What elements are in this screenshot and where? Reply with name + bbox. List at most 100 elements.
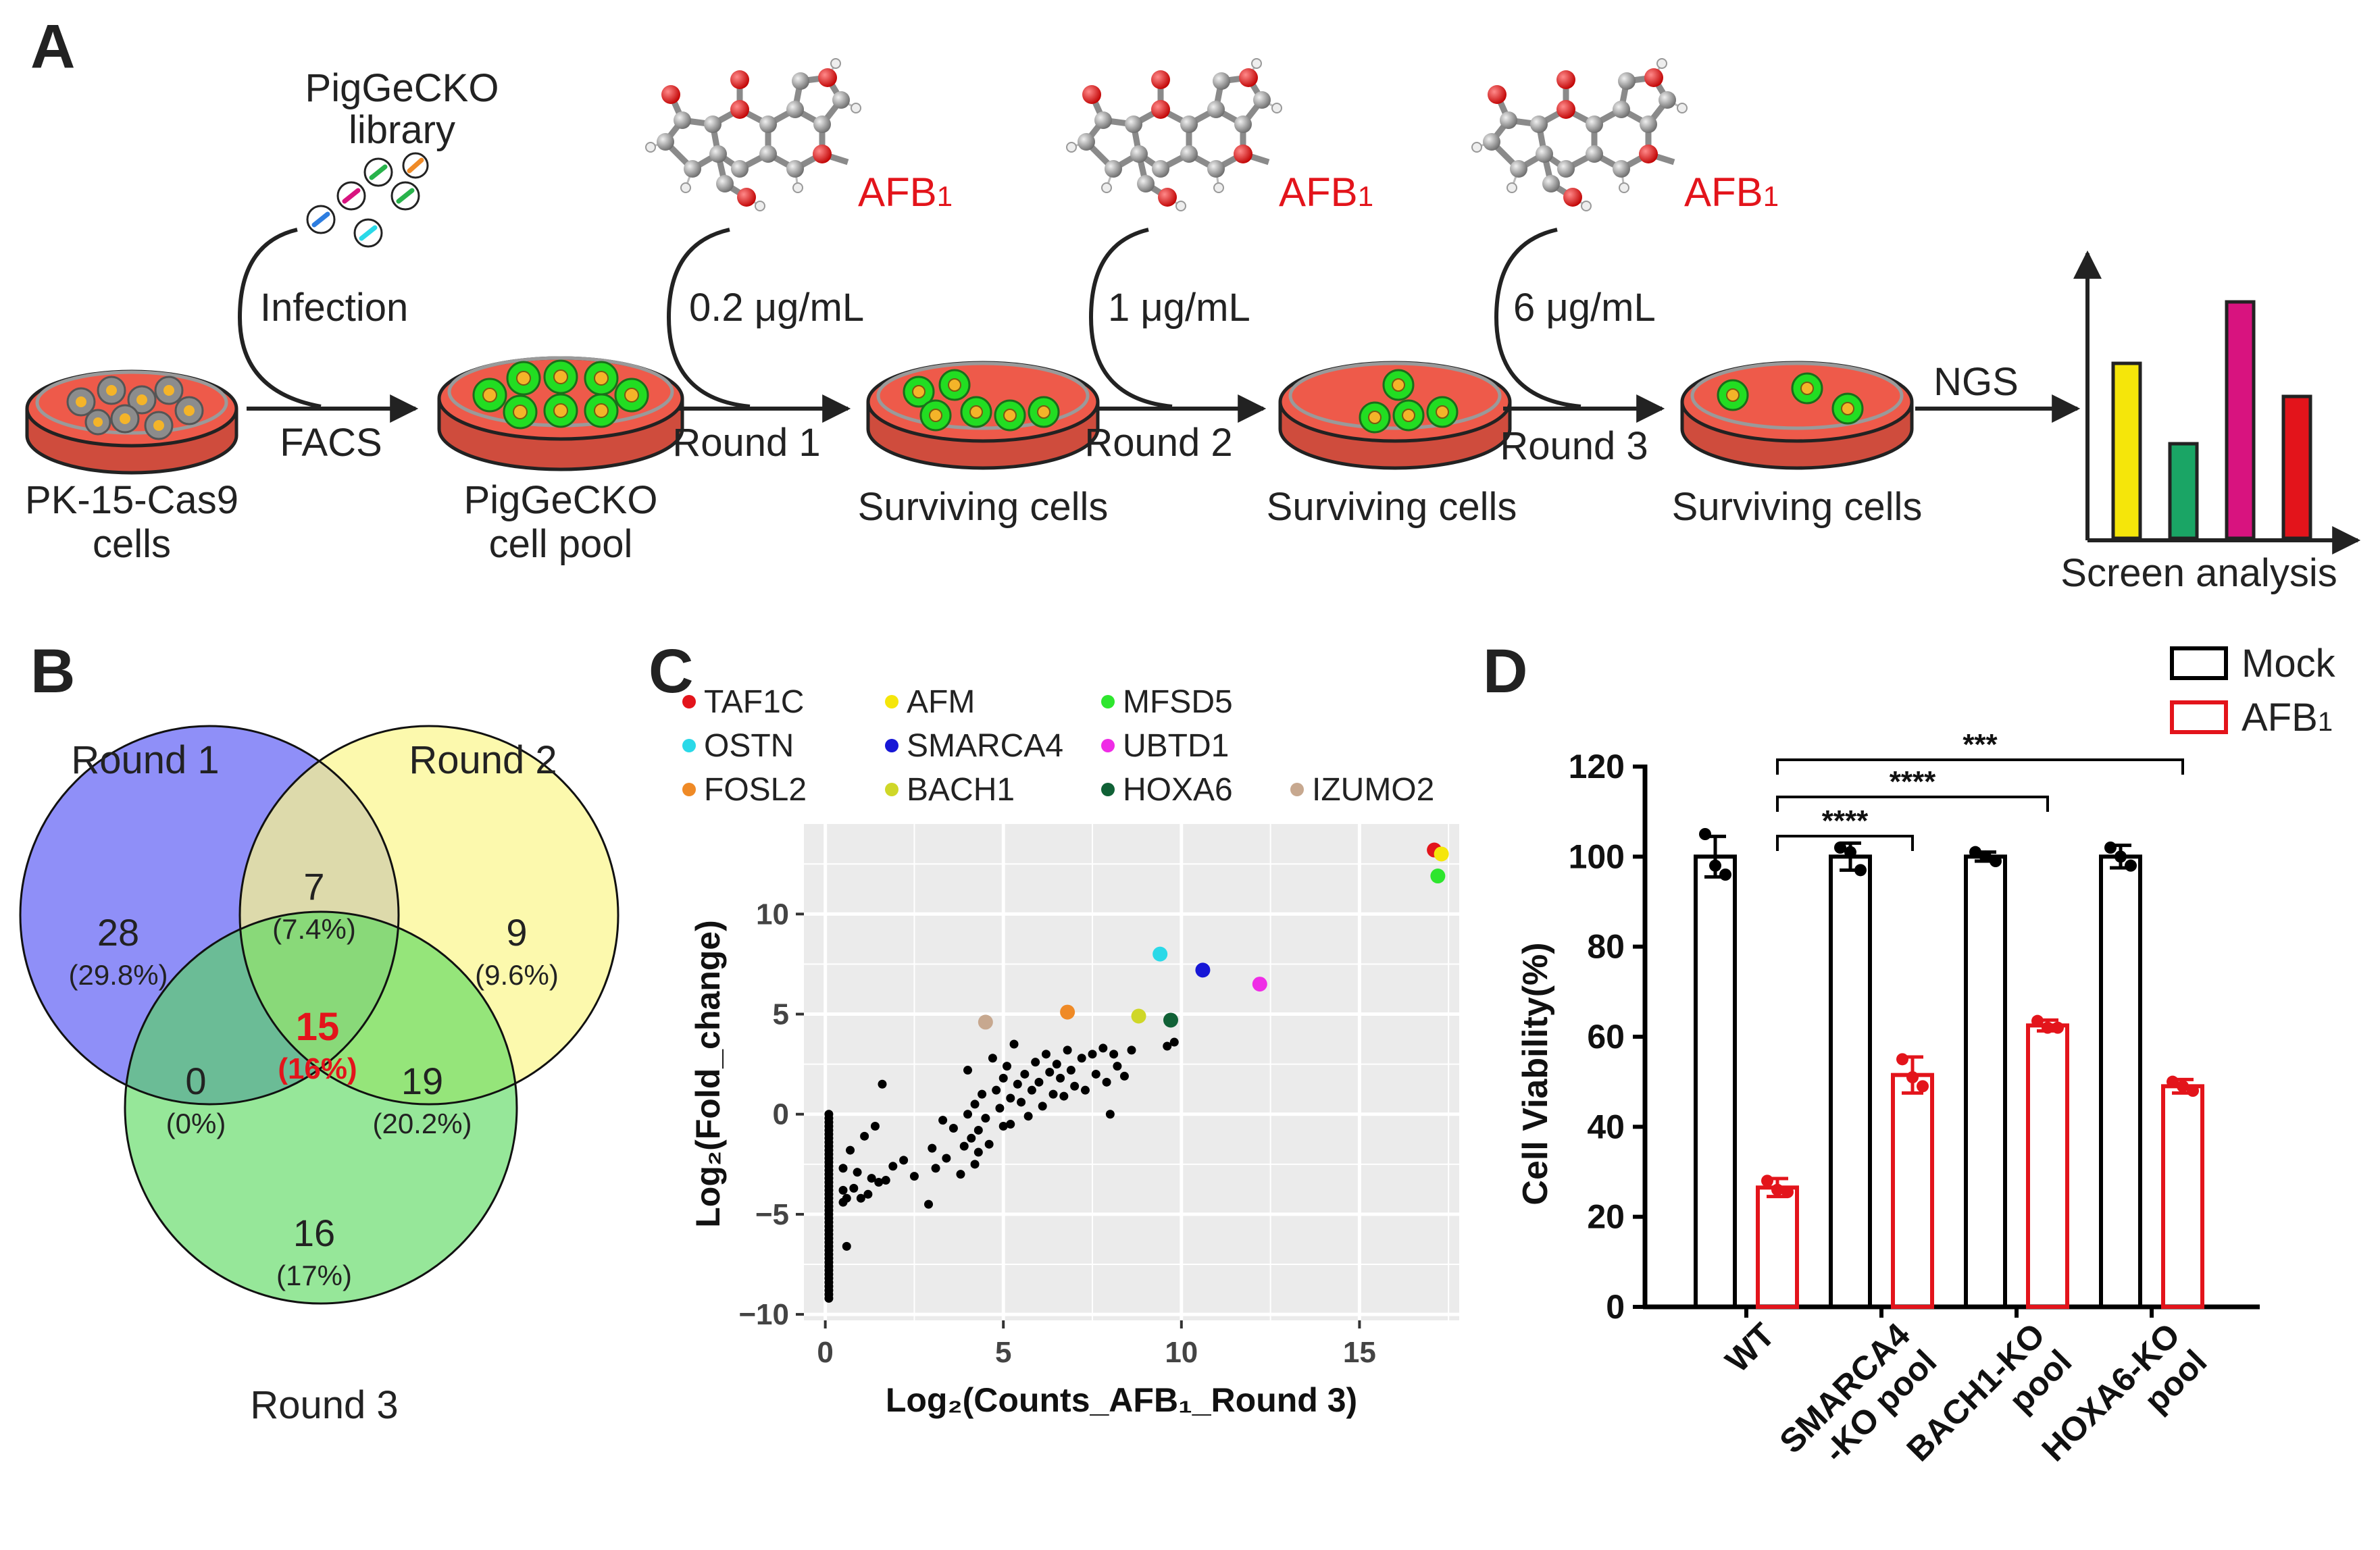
legend-label-bach1: BACH1 [907, 772, 1015, 808]
scatter-point [924, 1199, 934, 1209]
scatter-point [878, 1079, 887, 1089]
significance-label: *** [1963, 728, 1998, 761]
legend-swatch-mock [2170, 646, 2228, 680]
legend-dot-taf1c [682, 695, 696, 708]
scatter-point [1041, 1050, 1050, 1059]
scatter-point [881, 1176, 890, 1185]
scatter-point [1113, 1062, 1122, 1071]
y-tick-label: −10 [738, 1298, 789, 1331]
scatter-point [998, 1073, 1008, 1083]
surviving-label-2: Surviving cells [1267, 485, 1517, 529]
round-3-label: Round 3 [1500, 424, 1648, 468]
data-point [1990, 855, 2002, 867]
scatter-point [1063, 1045, 1072, 1055]
scatter-point-ubtd1 [1252, 977, 1267, 992]
scatter-point-afm [1434, 846, 1449, 862]
data-point [2115, 850, 2127, 863]
significance-label: **** [1890, 765, 1936, 798]
scatter-point [1020, 1069, 1030, 1079]
significance-bracket [1776, 835, 1914, 851]
scatter-point [973, 1125, 983, 1135]
bar-y-tick-label: 0 [1606, 1288, 1625, 1326]
scatter-point-bach1 [1131, 1008, 1146, 1024]
significance-bracket [1776, 796, 2049, 812]
scatter-point-izumo2 [978, 1014, 993, 1030]
bar-category-label: BACH1-KOpool [1900, 1316, 2079, 1495]
venn-r1-r2-pct: (7.4%) [272, 913, 356, 945]
scatter-point-ostn [1153, 946, 1168, 962]
data-point [1719, 869, 1731, 881]
scatter-point [1080, 1085, 1090, 1095]
scatter-point [1109, 1050, 1119, 1059]
scatter-point [1098, 1043, 1108, 1053]
panel-label-c: C [649, 637, 693, 706]
bar-afb1-2 [1891, 1073, 1934, 1309]
data-point [1854, 864, 1867, 877]
scatter-point [1059, 1091, 1069, 1101]
infection-curve [237, 228, 322, 409]
data-point [1844, 846, 1856, 858]
scatter-point [899, 1156, 909, 1165]
scatter-point [1009, 1039, 1019, 1049]
legend-label-izumo2: IZUMO2 [1312, 772, 1434, 808]
scatter-point [1048, 1089, 1058, 1099]
legend-label-hoxa6: HOXA6 [1123, 772, 1233, 808]
dish-surviving-1 [866, 361, 1100, 470]
afb1-molecule-icon-3 [1472, 59, 1687, 211]
data-point [1771, 1183, 1783, 1196]
scatter-points [824, 842, 1449, 1303]
start-cells-label-1: PK-15-Cas9 [25, 478, 238, 522]
data-point [1761, 1174, 1773, 1187]
afb1-molecule-icon [646, 59, 861, 211]
data-point [2125, 859, 2137, 872]
bar-y-tick-label: 40 [1587, 1108, 1625, 1145]
scatter-point [1031, 1058, 1040, 1067]
legend-dot-hoxa6 [1101, 783, 1115, 796]
panel-c-scatter: C TAF1C AFM MFSD5 OSTN SMARCA4 UBTD1 FOSL2 BACH… [649, 637, 1459, 1419]
bar-mock-4 [2099, 854, 2142, 1310]
scatter-point [1077, 1054, 1086, 1063]
panel-label-a: A [30, 12, 75, 81]
bar-afb1-1 [1756, 1185, 1799, 1310]
scatter-point [1006, 1120, 1015, 1129]
x-tick-label: 0 [817, 1336, 833, 1369]
legend-dot-fosl2 [682, 783, 696, 796]
scatter-point [988, 1054, 997, 1063]
legend-swatch-afb1 [2170, 700, 2228, 734]
scatter-point [1102, 1077, 1111, 1087]
venn-r1-r2-count: 7 [303, 865, 324, 908]
bar-afb1-4 [2161, 1084, 2204, 1310]
scatter-point-fosl2 [1060, 1004, 1075, 1020]
data-point [1699, 828, 1711, 840]
scatter-ylabel: Log₂(Fold_change) [689, 920, 727, 1228]
bar-afb1-3 [2026, 1023, 2069, 1310]
data-point [1781, 1186, 1794, 1198]
data-point [2187, 1085, 2199, 1097]
scatter-point [948, 1123, 958, 1133]
scatter-point [909, 1172, 919, 1181]
scatter-point [978, 1089, 987, 1099]
scatter-point [970, 1160, 980, 1169]
scatter-point [1045, 1068, 1055, 1077]
surviving-label-1: Surviving cells [858, 485, 1109, 529]
scatter-point-smarca4 [1195, 962, 1211, 978]
scatter-point [995, 1104, 1005, 1113]
scatter-point [1038, 1102, 1047, 1111]
scatter-point [1023, 1112, 1033, 1121]
pool-label-1: PigGeCKO [464, 478, 658, 522]
infection-label: Infection [260, 286, 408, 330]
scatter-point [998, 1122, 1008, 1131]
bar-mock-2 [1829, 854, 1872, 1310]
venn-r1-r3-count: 0 [185, 1060, 206, 1102]
y-tick-label: 0 [773, 1098, 789, 1131]
legend-dot-izumo2 [1290, 783, 1304, 796]
data-point [1917, 1080, 1929, 1093]
scatter-point [1017, 1097, 1026, 1107]
afb1-label-3: AFB1 [1684, 170, 1779, 215]
scatter-point [860, 1131, 869, 1141]
dose-round-1: 0.2 μg/mL [689, 286, 864, 330]
venn-r2-r3-count: 19 [401, 1060, 443, 1102]
bar-legend: Mock AFB1 [2170, 642, 2336, 740]
data-point [1969, 846, 1981, 858]
scatter-point [1163, 1041, 1172, 1051]
